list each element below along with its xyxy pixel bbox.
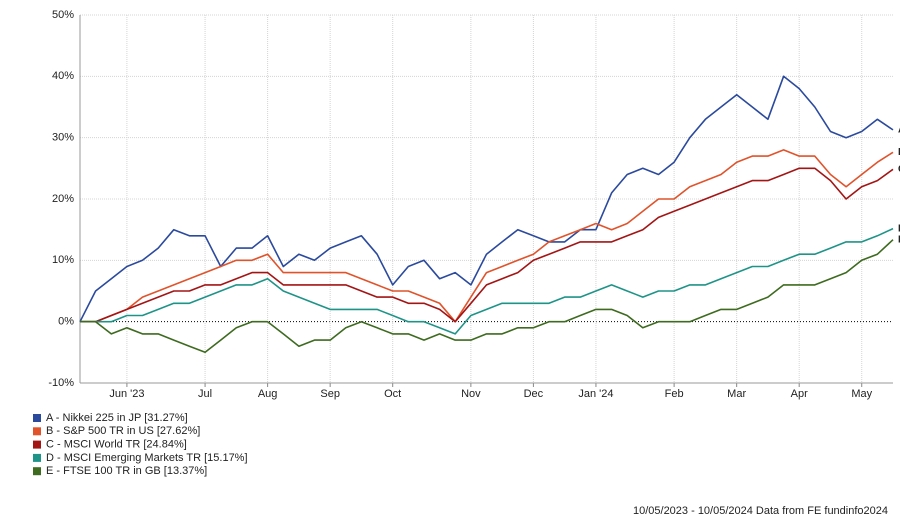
series-line	[80, 149, 894, 323]
series-end-tag: D	[898, 223, 900, 234]
x-tick-label: May	[851, 388, 872, 400]
y-tick-label: -10%	[48, 377, 74, 389]
series-end-tag: A	[898, 125, 900, 136]
x-tick-label: Jan '24	[578, 388, 613, 400]
x-tick-label: Aug	[258, 388, 278, 400]
legend-marker	[33, 414, 41, 422]
x-tick-label: Jun '23	[109, 388, 144, 400]
legend-marker	[33, 440, 41, 449]
legend-label: E - FTSE 100 TR in GB [13.37%]	[46, 465, 207, 477]
series-line	[80, 167, 894, 323]
x-tick-label: Mar	[727, 388, 746, 400]
series-line	[79, 75, 894, 323]
series-end-tag: B	[898, 147, 900, 158]
legend-marker	[33, 453, 41, 462]
y-tick-label: 40%	[52, 70, 74, 82]
series-end-tag: E	[898, 234, 900, 245]
x-tick-label: Jul	[198, 388, 212, 400]
legend-label: D - MSCI Emerging Markets TR [15.17%]	[46, 452, 248, 464]
y-tick-label: 50%	[52, 9, 74, 21]
y-tick-label: 0%	[58, 316, 74, 328]
series-end-tag: C	[898, 164, 900, 175]
x-tick-label: Oct	[384, 388, 401, 400]
y-tick-label: 30%	[52, 132, 74, 144]
legend-label: B - S&P 500 TR in US [27.62%]	[46, 425, 200, 437]
x-tick-label: Dec	[524, 388, 544, 400]
legend-label: A - Nikkei 225 in JP [31.27%]	[46, 412, 188, 424]
x-tick-label: Nov	[461, 388, 481, 400]
series-line	[80, 239, 894, 354]
legend-marker	[33, 467, 41, 476]
x-tick-label: Feb	[665, 388, 684, 400]
x-tick-label: Sep	[320, 388, 340, 400]
legend-marker	[33, 427, 41, 436]
series-line	[80, 227, 894, 335]
y-tick-label: 20%	[52, 193, 74, 205]
y-tick-label: 10%	[52, 254, 74, 266]
legend-label: C - MSCI World TR [24.84%]	[46, 439, 187, 451]
source-note: 10/05/2023 - 10/05/2024 Data from FE fun…	[633, 505, 888, 517]
x-tick-label: Apr	[791, 388, 808, 400]
